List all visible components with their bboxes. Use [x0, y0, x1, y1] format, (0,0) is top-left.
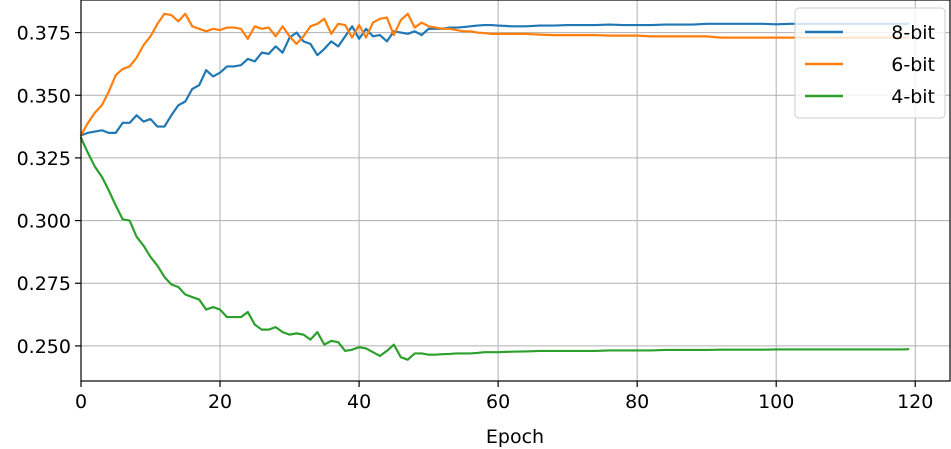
x-tick-label: 0: [75, 391, 87, 413]
x-tick-label: 80: [625, 391, 649, 413]
series-lines: [79, 12, 910, 361]
legend-label: 6-bit: [891, 54, 935, 76]
x-tick-label: 40: [347, 391, 371, 413]
legend: 8-bit 6-bit 4-bit: [794, 7, 946, 119]
series-line-8-bit: [79, 22, 910, 137]
series-line-6-bit: [79, 12, 910, 137]
y-tick-label: 0.300: [17, 211, 71, 233]
y-tick-label: 0.275: [17, 273, 71, 295]
axis-ticks: 0 20 40 60 80 100 120 0.250 0.275 0.300 0.325 0.350…: [17, 23, 934, 413]
y-tick-label: 0.375: [17, 23, 71, 45]
y-tick-label: 0.325: [17, 148, 71, 170]
x-tick-label: 60: [486, 391, 510, 413]
x-tick-label: 120: [897, 391, 933, 413]
x-tick-label: 100: [758, 391, 794, 413]
x-axis-title: Epoch: [486, 426, 544, 448]
series-line-4-bit: [79, 136, 910, 361]
y-tick-label: 0.250: [17, 336, 71, 358]
plot-frame: [80, 0, 951, 382]
legend-box: [794, 7, 946, 119]
legend-label: 4-bit: [891, 86, 935, 108]
x-tick-label: 20: [208, 391, 232, 413]
legend-label: 8-bit: [891, 22, 935, 44]
grid-lines: [80, 0, 950, 381]
y-tick-label: 0.350: [17, 85, 71, 107]
